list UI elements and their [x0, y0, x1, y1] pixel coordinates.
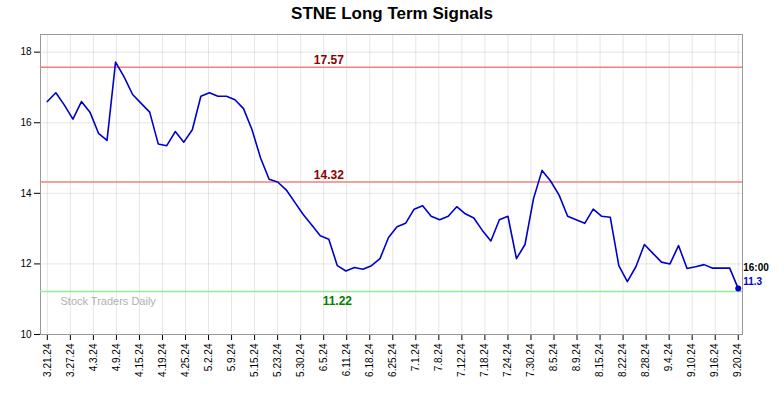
svg-text:11.22: 11.22: [323, 294, 353, 308]
svg-text:8.9.24: 8.9.24: [571, 343, 582, 371]
svg-text:16: 16: [20, 117, 32, 128]
svg-text:9.10.24: 9.10.24: [686, 343, 697, 377]
svg-text:16:00: 16:00: [743, 262, 769, 273]
svg-text:4.25.24: 4.25.24: [180, 343, 191, 377]
svg-text:9.16.24: 9.16.24: [709, 343, 720, 377]
svg-text:18: 18: [20, 46, 32, 57]
svg-text:5.2.24: 5.2.24: [203, 343, 214, 371]
svg-text:3.27.24: 3.27.24: [65, 343, 76, 377]
svg-text:5.23.24: 5.23.24: [272, 343, 283, 377]
svg-text:5.30.24: 5.30.24: [295, 343, 306, 377]
svg-text:5.9.24: 5.9.24: [226, 343, 237, 371]
svg-text:7.18.24: 7.18.24: [479, 343, 490, 377]
svg-text:9.4.24: 9.4.24: [663, 343, 674, 371]
svg-text:14.32: 14.32: [314, 168, 344, 182]
svg-text:4.19.24: 4.19.24: [157, 343, 168, 377]
svg-text:3.21.24: 3.21.24: [42, 343, 53, 377]
svg-text:8.22.24: 8.22.24: [617, 343, 628, 377]
svg-text:17.57: 17.57: [314, 53, 344, 67]
svg-text:7.30.24: 7.30.24: [525, 343, 536, 377]
svg-text:6.18.24: 6.18.24: [364, 343, 375, 377]
svg-text:8.28.24: 8.28.24: [640, 343, 651, 377]
svg-text:7.12.24: 7.12.24: [456, 343, 467, 377]
svg-text:6.11.24: 6.11.24: [341, 343, 352, 376]
svg-text:4.9.24: 4.9.24: [111, 343, 122, 371]
svg-text:8.15.24: 8.15.24: [594, 343, 605, 377]
svg-text:10: 10: [20, 329, 32, 340]
html-text:STNE Long Term Signals: STNE Long Term Signals: [291, 4, 493, 23]
svg-text:7.1.24: 7.1.24: [410, 343, 421, 371]
svg-text:Stock Traders Daily: Stock Traders Daily: [61, 295, 157, 307]
svg-text:7.8.24: 7.8.24: [433, 343, 444, 371]
svg-text:14: 14: [20, 188, 32, 199]
svg-text:12: 12: [20, 258, 32, 269]
svg-text:8.5.24: 8.5.24: [548, 343, 559, 371]
svg-text:4.15.24: 4.15.24: [134, 343, 145, 377]
svg-text:9.20.24: 9.20.24: [732, 343, 743, 377]
svg-text:7.24.24: 7.24.24: [502, 343, 513, 377]
svg-text:6.5.24: 6.5.24: [318, 343, 329, 371]
svg-text:5.15.24: 5.15.24: [249, 343, 260, 377]
svg-text:6.25.24: 6.25.24: [387, 343, 398, 377]
svg-text:11.3: 11.3: [743, 276, 762, 287]
svg-text:4.3.24: 4.3.24: [88, 343, 99, 371]
